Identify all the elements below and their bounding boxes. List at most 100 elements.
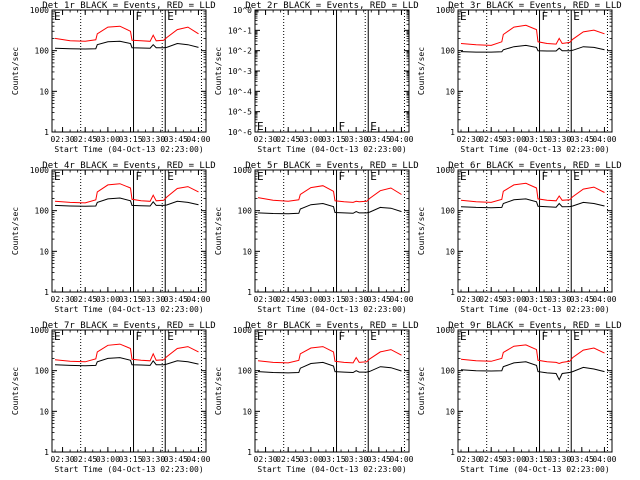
x-tick-label: 03:00 <box>299 135 323 144</box>
x-tick-label: 03:30 <box>344 295 368 304</box>
x-tick-label: 03:15 <box>524 135 548 144</box>
series-line-lld <box>257 185 402 203</box>
y-tick-label: 1 <box>450 128 455 137</box>
series-line-events <box>54 357 199 367</box>
x-axis-label: Start Time (04-Oct-13 02:23:00) <box>460 145 609 154</box>
series-line-events <box>257 202 402 215</box>
series-line-lld <box>460 182 605 203</box>
y-tick-label: 1 <box>450 448 455 457</box>
x-tick-label: 04:00 <box>389 135 413 144</box>
x-tick-label: 03:15 <box>118 455 142 464</box>
x-tick-label: 04:00 <box>592 455 616 464</box>
y-tick-label: 10 <box>39 87 49 96</box>
y-tick-label: 100 <box>238 367 253 376</box>
marker-label: E <box>460 170 467 183</box>
x-tick-label: 04:00 <box>186 455 210 464</box>
plot-frame <box>457 9 613 133</box>
y-tick-label: 10^-6 <box>228 128 252 137</box>
y-tick-label: 100 <box>35 47 50 56</box>
y-tick-label: 1 <box>44 448 49 457</box>
y-tick-label: 1 <box>247 448 252 457</box>
series-line-events <box>460 44 605 53</box>
y-tick-label: 1000 <box>233 326 252 335</box>
x-tick-label: 02:45 <box>276 295 300 304</box>
y-tick-label: 1000 <box>436 6 455 15</box>
marker-label: F <box>339 120 346 133</box>
x-tick-label: 02:45 <box>479 135 503 144</box>
x-tick-label: 03:00 <box>96 295 120 304</box>
series-line-events <box>460 198 605 209</box>
marker-label: E <box>257 330 264 343</box>
marker-label: E <box>460 10 467 23</box>
x-tick-label: 03:45 <box>164 455 188 464</box>
panel-title: Det 8r BLACK = Events, RED = LLD <box>245 321 418 331</box>
y-tick-label: 10 <box>445 87 455 96</box>
x-tick-label: 03:00 <box>502 455 526 464</box>
x-tick-label: 03:30 <box>344 135 368 144</box>
y-tick-label: 1 <box>247 288 252 297</box>
x-tick-label: 02:30 <box>254 455 278 464</box>
panel-det-7r: Det 7r BLACK = Events, RED = LLD 1 10 100 10… <box>11 321 216 474</box>
x-tick-label: 04:00 <box>186 135 210 144</box>
panel-title: Det 4r BLACK = Events, RED = LLD <box>42 161 215 171</box>
panel-title: Det 5r BLACK = Events, RED = LLD <box>245 161 418 171</box>
x-tick-label: 03:00 <box>299 455 323 464</box>
x-tick-label: 02:45 <box>479 295 503 304</box>
y-axis-label: Counts/sec <box>417 207 426 255</box>
y-tick-label: 10^-5 <box>228 108 252 117</box>
x-axis-label: Start Time (04-Oct-13 02:23:00) <box>460 305 609 314</box>
marker-label: F <box>542 10 549 23</box>
series-line-events <box>54 197 199 207</box>
marker-label: F <box>136 330 143 343</box>
x-tick-label: 02:30 <box>51 295 75 304</box>
marker-label: F <box>136 170 143 183</box>
marker-label: F <box>542 330 549 343</box>
x-tick-label: 03:30 <box>141 135 165 144</box>
y-axis-label: Counts/sec <box>11 367 20 415</box>
y-axis-label: Counts/sec <box>11 47 20 95</box>
x-axis-label: Start Time (04-Oct-13 02:23:00) <box>54 145 203 154</box>
y-tick-label: 1000 <box>436 166 455 175</box>
panel-det-6r: Det 6r BLACK = Events, RED = LLD 1 10 100 10… <box>417 161 622 314</box>
y-tick-label: 1000 <box>30 166 49 175</box>
panel-title: Det 3r BLACK = Events, RED = LLD <box>448 1 621 11</box>
y-tick-label: 1000 <box>436 326 455 335</box>
x-tick-label: 03:45 <box>570 135 594 144</box>
panel-title: Det 2r BLACK = Events, RED = LLD <box>245 1 418 11</box>
panel-title: Det 1r BLACK = Events, RED = LLD <box>42 1 215 11</box>
plot-frame <box>254 169 410 293</box>
x-tick-label: 02:45 <box>276 455 300 464</box>
y-axis-label: Counts/sec <box>417 367 426 415</box>
x-tick-label: 02:30 <box>51 455 75 464</box>
x-tick-label: 03:00 <box>502 135 526 144</box>
x-tick-label: 02:30 <box>457 295 481 304</box>
x-tick-label: 03:45 <box>164 135 188 144</box>
x-tick-label: 02:30 <box>51 135 75 144</box>
x-tick-label: 03:00 <box>502 295 526 304</box>
x-tick-label: 03:45 <box>367 135 391 144</box>
x-tick-label: 04:00 <box>592 295 616 304</box>
x-tick-label: 02:30 <box>254 135 278 144</box>
x-tick-label: 03:45 <box>367 295 391 304</box>
x-tick-label: 02:45 <box>276 135 300 144</box>
marker-label: E <box>370 120 377 133</box>
series-line-events <box>54 40 199 50</box>
marker-label: E <box>257 120 264 133</box>
x-tick-label: 03:45 <box>570 455 594 464</box>
x-tick-label: 02:45 <box>73 135 97 144</box>
x-tick-label: 03:30 <box>141 455 165 464</box>
y-axis-label: Counts/sec <box>417 47 426 95</box>
x-tick-label: 04:00 <box>389 455 413 464</box>
marker-label: E <box>54 330 61 343</box>
x-tick-label: 02:30 <box>254 295 278 304</box>
x-tick-label: 03:00 <box>96 455 120 464</box>
x-tick-label: 03:45 <box>570 295 594 304</box>
marker-label: E <box>257 170 264 183</box>
series-line-lld <box>54 343 199 363</box>
marker-label: E <box>54 10 61 23</box>
x-tick-label: 03:45 <box>367 455 391 464</box>
y-tick-label: 10^-1 <box>228 26 252 35</box>
y-tick-label: 100 <box>35 367 50 376</box>
x-tick-label: 02:45 <box>73 455 97 464</box>
x-axis-label: Start Time (04-Oct-13 02:23:00) <box>460 465 609 474</box>
